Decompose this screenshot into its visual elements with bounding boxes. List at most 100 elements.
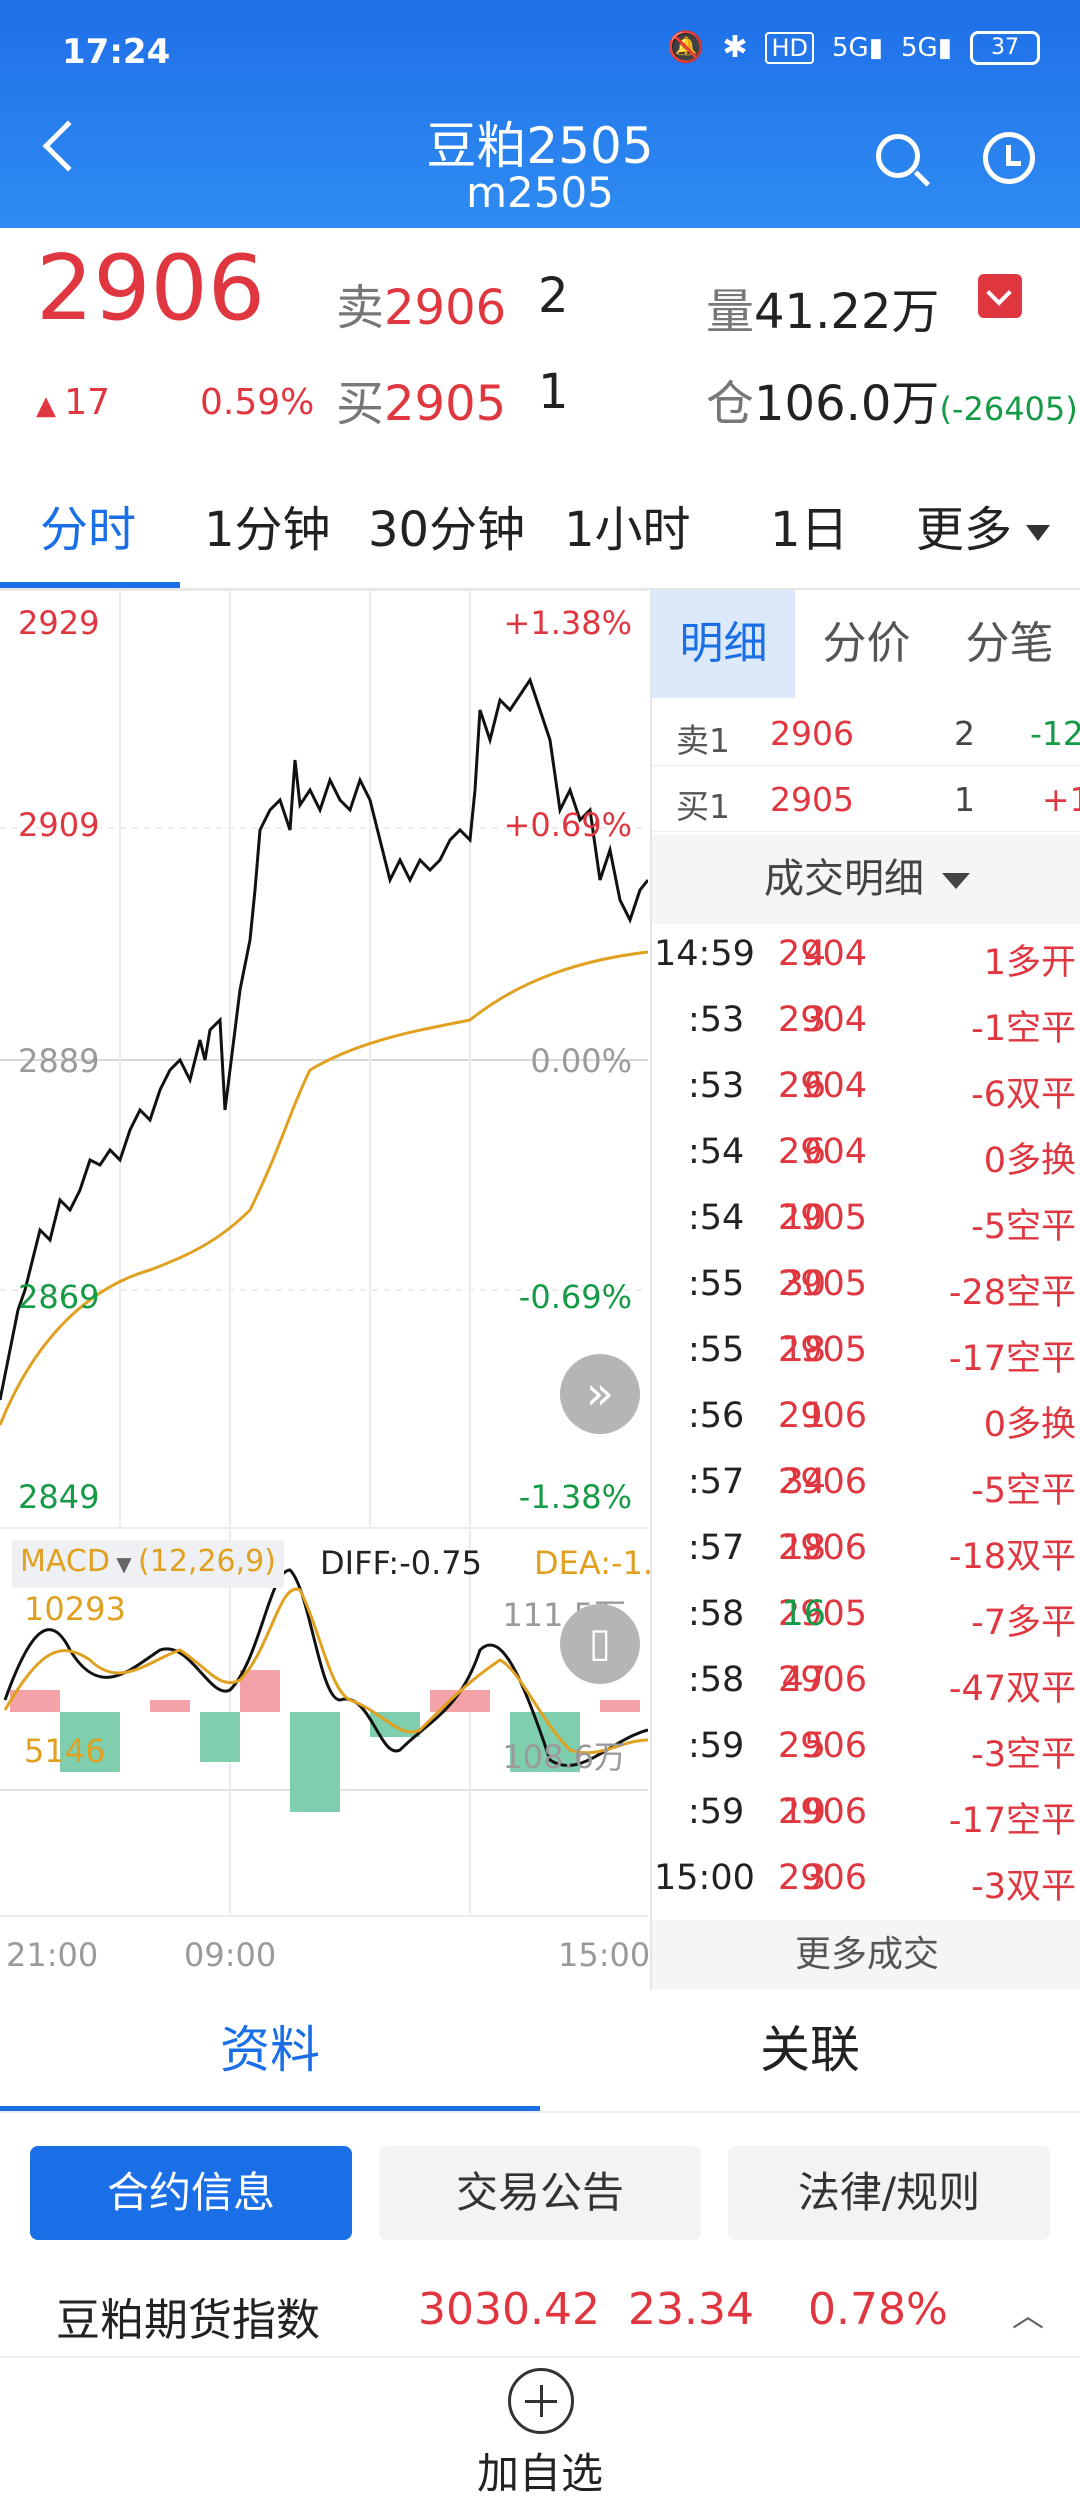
tab-price-dist[interactable]: 分价 (822, 618, 911, 669)
trade-time: :54 (688, 1132, 745, 1172)
trade-time: :53 (688, 1000, 745, 1040)
trade-qty: 3 (803, 1858, 826, 1898)
ask1-row: 卖1 2906 2 -12 (652, 700, 1080, 766)
trade-row: :56 2906 1 0多换 (652, 1386, 1080, 1452)
contract-info-button[interactable]: 合约信息 (30, 2146, 352, 2240)
tab-related[interactable]: 关联 (760, 2021, 860, 2079)
trade-qty: 34 (781, 1462, 826, 1502)
trade-time: :57 (688, 1462, 745, 1502)
law-rules-button[interactable]: 法律/规则 (728, 2146, 1050, 2240)
macd-selector[interactable]: MACD ▼ (12,26,9) (12, 1540, 284, 1588)
dropdown-toggle-icon[interactable] (978, 274, 1022, 318)
trade-row: :59 2906 19 -17空平 (652, 1782, 1080, 1848)
deal-detail-selector[interactable]: 成交明细 (652, 834, 1080, 924)
vol-mid-value: 108.6万 (502, 1738, 626, 1776)
macd-top-value: 10293 (24, 1590, 126, 1628)
intraday-chart[interactable]: 2929 2909 2889 2869 2849 +1.38% +0.69% 0… (0, 589, 653, 1990)
ask-label: 卖 (336, 280, 385, 336)
deal-detail-label: 成交明细 (764, 856, 924, 902)
time-tick-end: 15:00 (558, 1936, 651, 1974)
trade-qty: 3 (803, 1000, 826, 1040)
macd-params: (12,26,9) (138, 1544, 276, 1579)
clock-icon[interactable] (983, 132, 1035, 184)
bid-row: 买2905 (336, 364, 506, 434)
status-time: 17:24 (62, 32, 171, 72)
tab-detail[interactable]: 明细 (652, 590, 795, 698)
last-price: 2906 (36, 236, 266, 341)
caret-down-icon: ▼ (109, 1552, 139, 1576)
trade-row: :54 2904 6 0多换 (652, 1122, 1080, 1188)
up-triangle-icon: ▲ (36, 391, 65, 421)
index-value: 3030.42 (418, 2284, 600, 2335)
trade-row: 14:59 2904 4 1多开 (652, 924, 1080, 990)
section-tab-indicator (0, 2106, 540, 2111)
ask-qty: 2 (538, 268, 569, 324)
trade-time: :58 (688, 1594, 745, 1634)
search-icon[interactable] (876, 134, 920, 178)
trade-qty: 6 (803, 1132, 826, 1172)
dea-line (3, 1587, 649, 1755)
collapse-icon[interactable]: ︿ (1012, 2296, 1045, 2334)
price-tick-2: 2909 (18, 806, 100, 844)
trade-direction: -17空平 (948, 1339, 1076, 1379)
expand-icon[interactable]: » (560, 1354, 640, 1434)
time-tick-mid: 09:00 (184, 1936, 277, 1974)
phone-rotate-icon[interactable]: ▯ (560, 1604, 640, 1684)
price-change-pct: 0.59% (200, 382, 315, 423)
trade-qty: 5 (803, 1726, 826, 1766)
pct-tick-top: +1.38% (503, 604, 632, 642)
chart-canvas (0, 589, 650, 1917)
trade-row: :57 2906 18 -18双平 (652, 1518, 1080, 1584)
add-icon[interactable] (508, 2368, 574, 2434)
more-deals-button[interactable]: 更多成交 (652, 1920, 1080, 1990)
bid-qty: 1 (538, 364, 569, 420)
trade-time: :55 (688, 1330, 745, 1370)
tab-more[interactable]: 更多 (916, 490, 1051, 560)
tab-1min[interactable]: 1分钟 (204, 502, 331, 558)
trade-row: :55 2905 30 -28空平 (652, 1254, 1080, 1320)
ask1-price: 2906 (770, 714, 854, 753)
bluetooth-icon: ✱ (722, 30, 748, 65)
trade-price: 2905 (778, 1330, 868, 1370)
pct-tick-2: +0.69% (503, 806, 632, 844)
ask1-label: 卖1 (676, 721, 730, 760)
trade-qty: 19 (781, 1792, 826, 1832)
trade-direction: -1空平 (971, 1009, 1076, 1049)
trade-direction: -6双平 (971, 1075, 1076, 1115)
trade-time: :58 (688, 1660, 745, 1700)
pct-tick-bottom: -1.38% (518, 1478, 632, 1516)
dea-value: DEA:-1. (534, 1544, 654, 1582)
trade-direction: -28空平 (948, 1273, 1076, 1313)
bid1-price: 2905 (770, 780, 854, 819)
trade-direction: 0多换 (983, 1141, 1076, 1181)
trade-qty: 10 (781, 1198, 826, 1238)
tab-info[interactable]: 资料 (220, 2021, 320, 2079)
bid1-row: 买1 2905 1 +1 (652, 766, 1080, 832)
divider (0, 2111, 1080, 2113)
trade-price: 2906 (778, 1726, 868, 1766)
oi-change: (-26405) (939, 390, 1078, 428)
tab-1hour[interactable]: 1小时 (564, 502, 691, 558)
pct-tick-4: -0.69% (518, 1278, 632, 1316)
tab-1day[interactable]: 1日 (770, 502, 849, 558)
tab-intraday[interactable]: 分时 (40, 502, 137, 558)
index-row[interactable]: 豆粕期货指数 3030.42 23.34 0.78% ︿ (0, 2262, 1080, 2358)
caret-down-icon (1026, 525, 1051, 541)
active-tab-indicator (0, 582, 180, 588)
trade-time: 14:59 (654, 934, 755, 974)
trade-price: 2906 (778, 1396, 868, 1436)
open-interest: 仓106.0万(-26405) (706, 364, 1078, 434)
trade-notice-button[interactable]: 交易公告 (379, 2146, 701, 2240)
trade-time: :56 (688, 1396, 745, 1436)
tab-30min[interactable]: 30分钟 (368, 502, 526, 558)
tab-ticks[interactable]: 分笔 (965, 618, 1054, 669)
trade-row: :55 2905 18 -17空平 (652, 1320, 1080, 1386)
add-watchlist-label[interactable]: 加自选 (476, 2449, 603, 2498)
trade-price: 2905 (778, 1594, 868, 1634)
trade-row: :57 2906 34 -5空平 (652, 1452, 1080, 1518)
battery-icon: 37 (970, 30, 1040, 65)
diff-value: DIFF:-0.75 (320, 1544, 482, 1582)
price-tick-mid: 2889 (18, 1042, 100, 1080)
trade-qty: 1 (803, 1396, 826, 1436)
pct-tick-mid: 0.00% (530, 1042, 632, 1080)
